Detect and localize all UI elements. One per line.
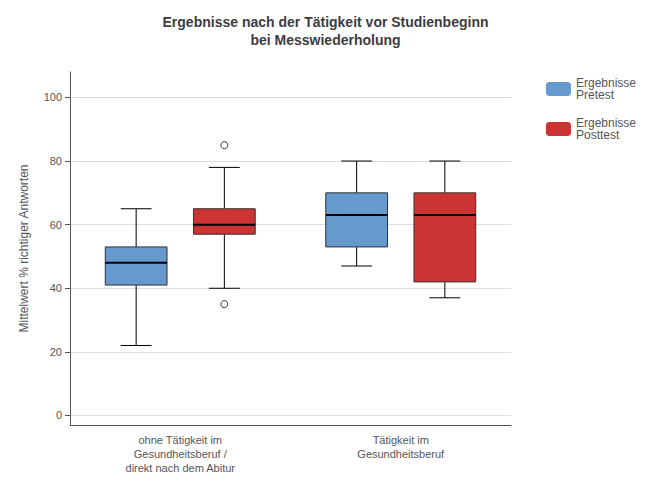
svg-text:100: 100: [44, 91, 62, 103]
svg-text:20: 20: [50, 346, 62, 358]
svg-text:Gesundheitsberuf /: Gesundheitsberuf /: [134, 448, 228, 460]
svg-text:Tätigkeit im: Tätigkeit im: [373, 434, 429, 446]
svg-text:bei Messwiederholung: bei Messwiederholung: [250, 32, 400, 48]
svg-text:Posttest: Posttest: [576, 128, 620, 142]
svg-text:Ergebnisse nach der Tätigkeit: Ergebnisse nach der Tätigkeit vor Studie…: [163, 14, 489, 30]
svg-text:0: 0: [56, 409, 62, 421]
svg-text:Pretest: Pretest: [576, 88, 615, 102]
svg-text:80: 80: [50, 155, 62, 167]
svg-text:Ergebnisse: Ergebnisse: [576, 116, 636, 130]
svg-text:Gesundheitsberuf: Gesundheitsberuf: [357, 448, 445, 460]
svg-text:Mittelwert % richtiger Antwort: Mittelwert % richtiger Antworten: [17, 164, 31, 332]
svg-text:direkt nach dem Abitur: direkt nach dem Abitur: [126, 462, 236, 474]
svg-text:ohne Tätigkeit im: ohne Tätigkeit im: [138, 434, 222, 446]
svg-text:Ergebnisse: Ergebnisse: [576, 76, 636, 90]
svg-text:40: 40: [50, 282, 62, 294]
svg-text:60: 60: [50, 219, 62, 231]
